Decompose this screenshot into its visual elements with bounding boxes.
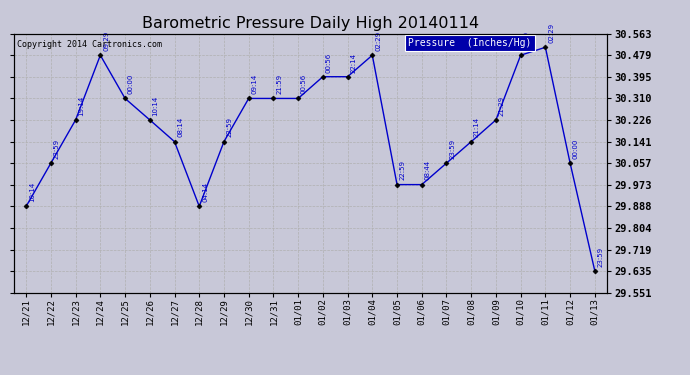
Text: 02:29: 02:29 [548, 23, 554, 43]
Text: 02:29: 02:29 [375, 31, 381, 51]
Text: 10:14: 10:14 [29, 182, 35, 202]
Title: Barometric Pressure Daily High 20140114: Barometric Pressure Daily High 20140114 [142, 16, 479, 31]
Text: 08:14: 08:14 [177, 117, 184, 138]
Text: 09:29: 09:29 [103, 31, 109, 51]
Text: 10:14: 10:14 [152, 96, 159, 116]
Text: 23:59: 23:59 [449, 139, 455, 159]
Text: 22:59: 22:59 [400, 160, 406, 180]
Text: Copyright 2014 Cartronics.com: Copyright 2014 Cartronics.com [17, 40, 161, 49]
Text: 09:14: 09:14 [251, 74, 257, 94]
Text: 23:59: 23:59 [524, 31, 529, 51]
Text: 00:00: 00:00 [128, 74, 134, 94]
Text: 00:56: 00:56 [326, 52, 332, 72]
Text: 21:29: 21:29 [499, 96, 504, 116]
Text: 21:14: 21:14 [474, 117, 480, 138]
Text: 21:59: 21:59 [276, 74, 282, 94]
Text: 23:59: 23:59 [54, 139, 59, 159]
Text: 22:14: 22:14 [351, 53, 356, 72]
Text: 04:14: 04:14 [202, 182, 208, 202]
Text: 19:14: 19:14 [79, 96, 84, 116]
Text: Pressure  (Inches/Hg): Pressure (Inches/Hg) [408, 38, 532, 48]
Text: 23:59: 23:59 [598, 247, 604, 267]
Text: 22:59: 22:59 [227, 117, 233, 138]
Text: 00:00: 00:00 [573, 139, 579, 159]
Text: 00:56: 00:56 [301, 74, 307, 94]
Text: 08:44: 08:44 [424, 160, 431, 180]
